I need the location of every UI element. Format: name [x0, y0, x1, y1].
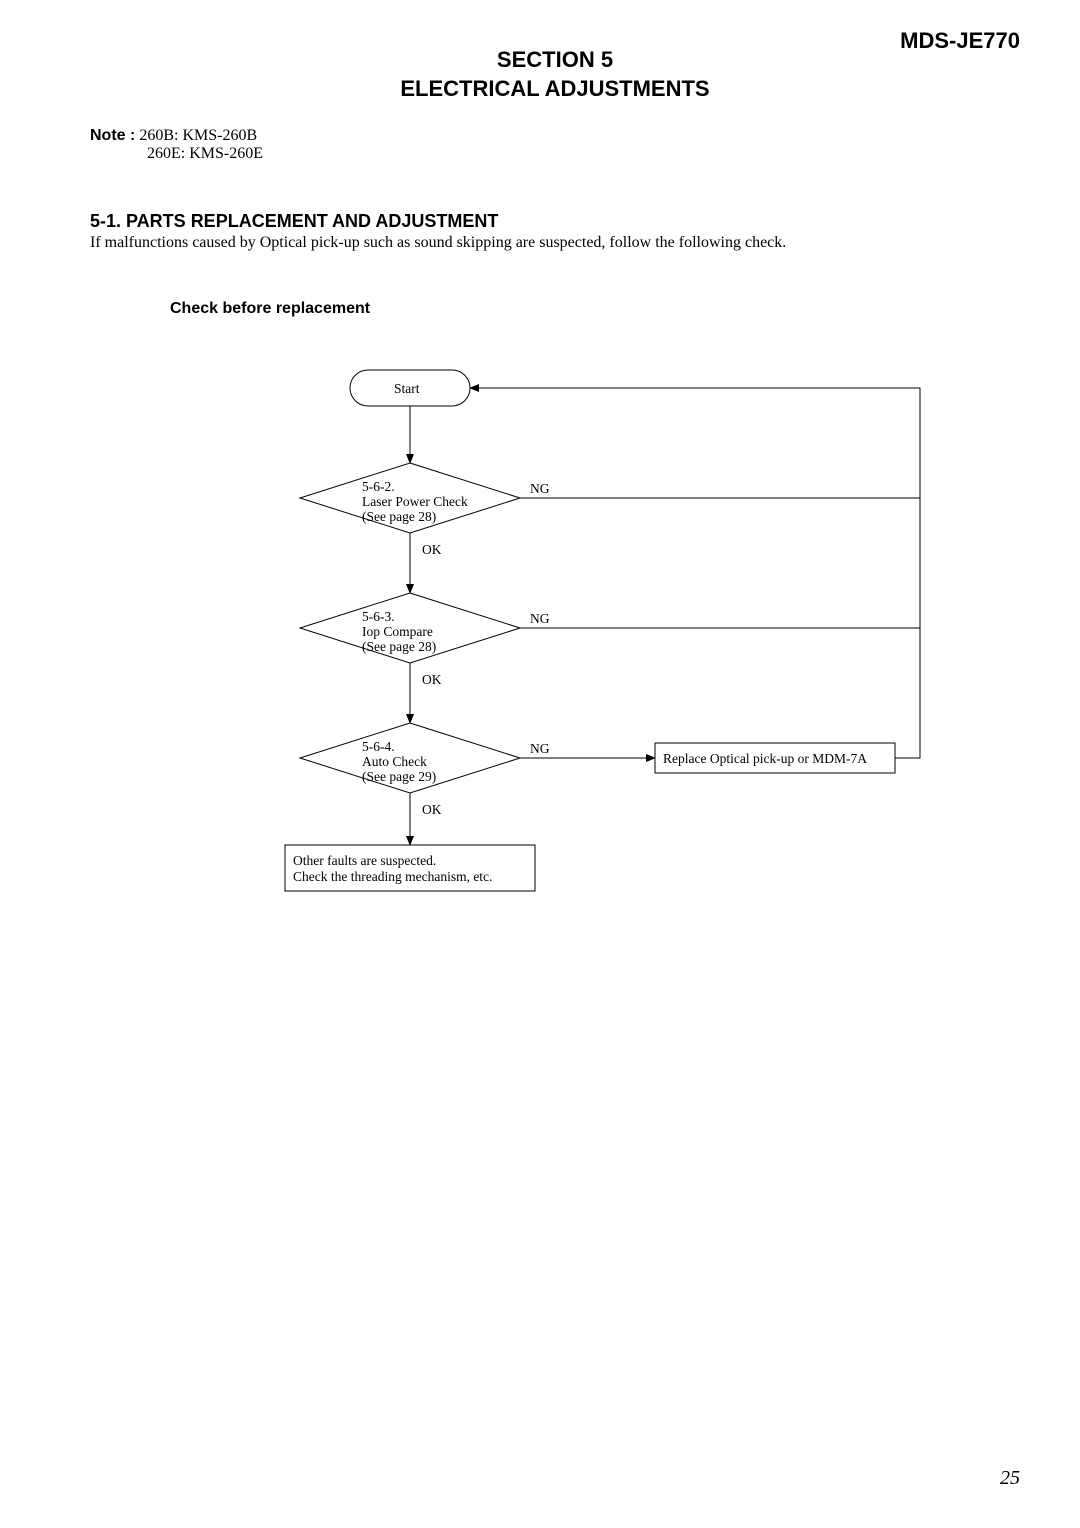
svg-text:(See page 28): (See page 28): [362, 509, 436, 524]
svg-text:NG: NG: [530, 481, 550, 496]
svg-text:Iop Compare: Iop Compare: [362, 624, 433, 639]
page-number: 25: [1000, 1467, 1020, 1490]
svg-text:OK: OK: [422, 542, 442, 557]
check-heading: Check before replacement: [170, 300, 1020, 318]
svg-text:Laser Power Check: Laser Power Check: [362, 494, 468, 509]
section-line1: SECTION 5: [497, 47, 613, 72]
svg-text:OK: OK: [422, 802, 442, 817]
flowchart-svg: OK OK OK NG NG NG Start 5-6-2.Laser Power Check…: [240, 358, 940, 918]
note-line2: 260E: KMS-260E: [147, 145, 263, 162]
note-label: Note :: [90, 127, 135, 144]
subsection-body: If malfunctions caused by Optical pick-u…: [90, 234, 1020, 252]
svg-text:5-6-3.: 5-6-3.: [362, 609, 395, 624]
svg-text:(See page 29): (See page 29): [362, 769, 436, 784]
note-line1: 260B: KMS-260B: [139, 127, 257, 144]
svg-text:Replace Optical pick-up or MDM: Replace Optical pick-up or MDM-7A: [663, 751, 867, 766]
svg-text:OK: OK: [422, 672, 442, 687]
section-line2: ELECTRICAL ADJUSTMENTS: [400, 76, 709, 101]
svg-text:Auto Check: Auto Check: [362, 754, 427, 769]
svg-text:NG: NG: [530, 611, 550, 626]
svg-text:NG: NG: [530, 741, 550, 756]
svg-text:Check the threading mechanism,: Check the threading mechanism, etc.: [293, 869, 492, 884]
svg-text:Start: Start: [394, 381, 420, 396]
subsection-heading: 5-1. PARTS REPLACEMENT AND ADJUSTMENT: [90, 211, 1020, 232]
svg-text:(See page 28): (See page 28): [362, 639, 436, 654]
svg-text:5-6-4.: 5-6-4.: [362, 739, 395, 754]
page-root: MDS-JE770 SECTION 5 ELECTRICAL ADJUSTMEN…: [0, 0, 1080, 1528]
svg-text:Other faults are suspected.: Other faults are suspected.: [293, 853, 436, 868]
svg-text:5-6-2.: 5-6-2.: [362, 479, 395, 494]
section-title: SECTION 5 ELECTRICAL ADJUSTMENTS: [90, 46, 1020, 103]
model-header: MDS-JE770: [900, 28, 1020, 54]
flowchart-area: OK OK OK NG NG NG Start 5-6-2.Laser Power Check…: [240, 358, 940, 918]
note-block: Note : 260B: KMS-260B 260E: KMS-260E: [90, 127, 1020, 163]
